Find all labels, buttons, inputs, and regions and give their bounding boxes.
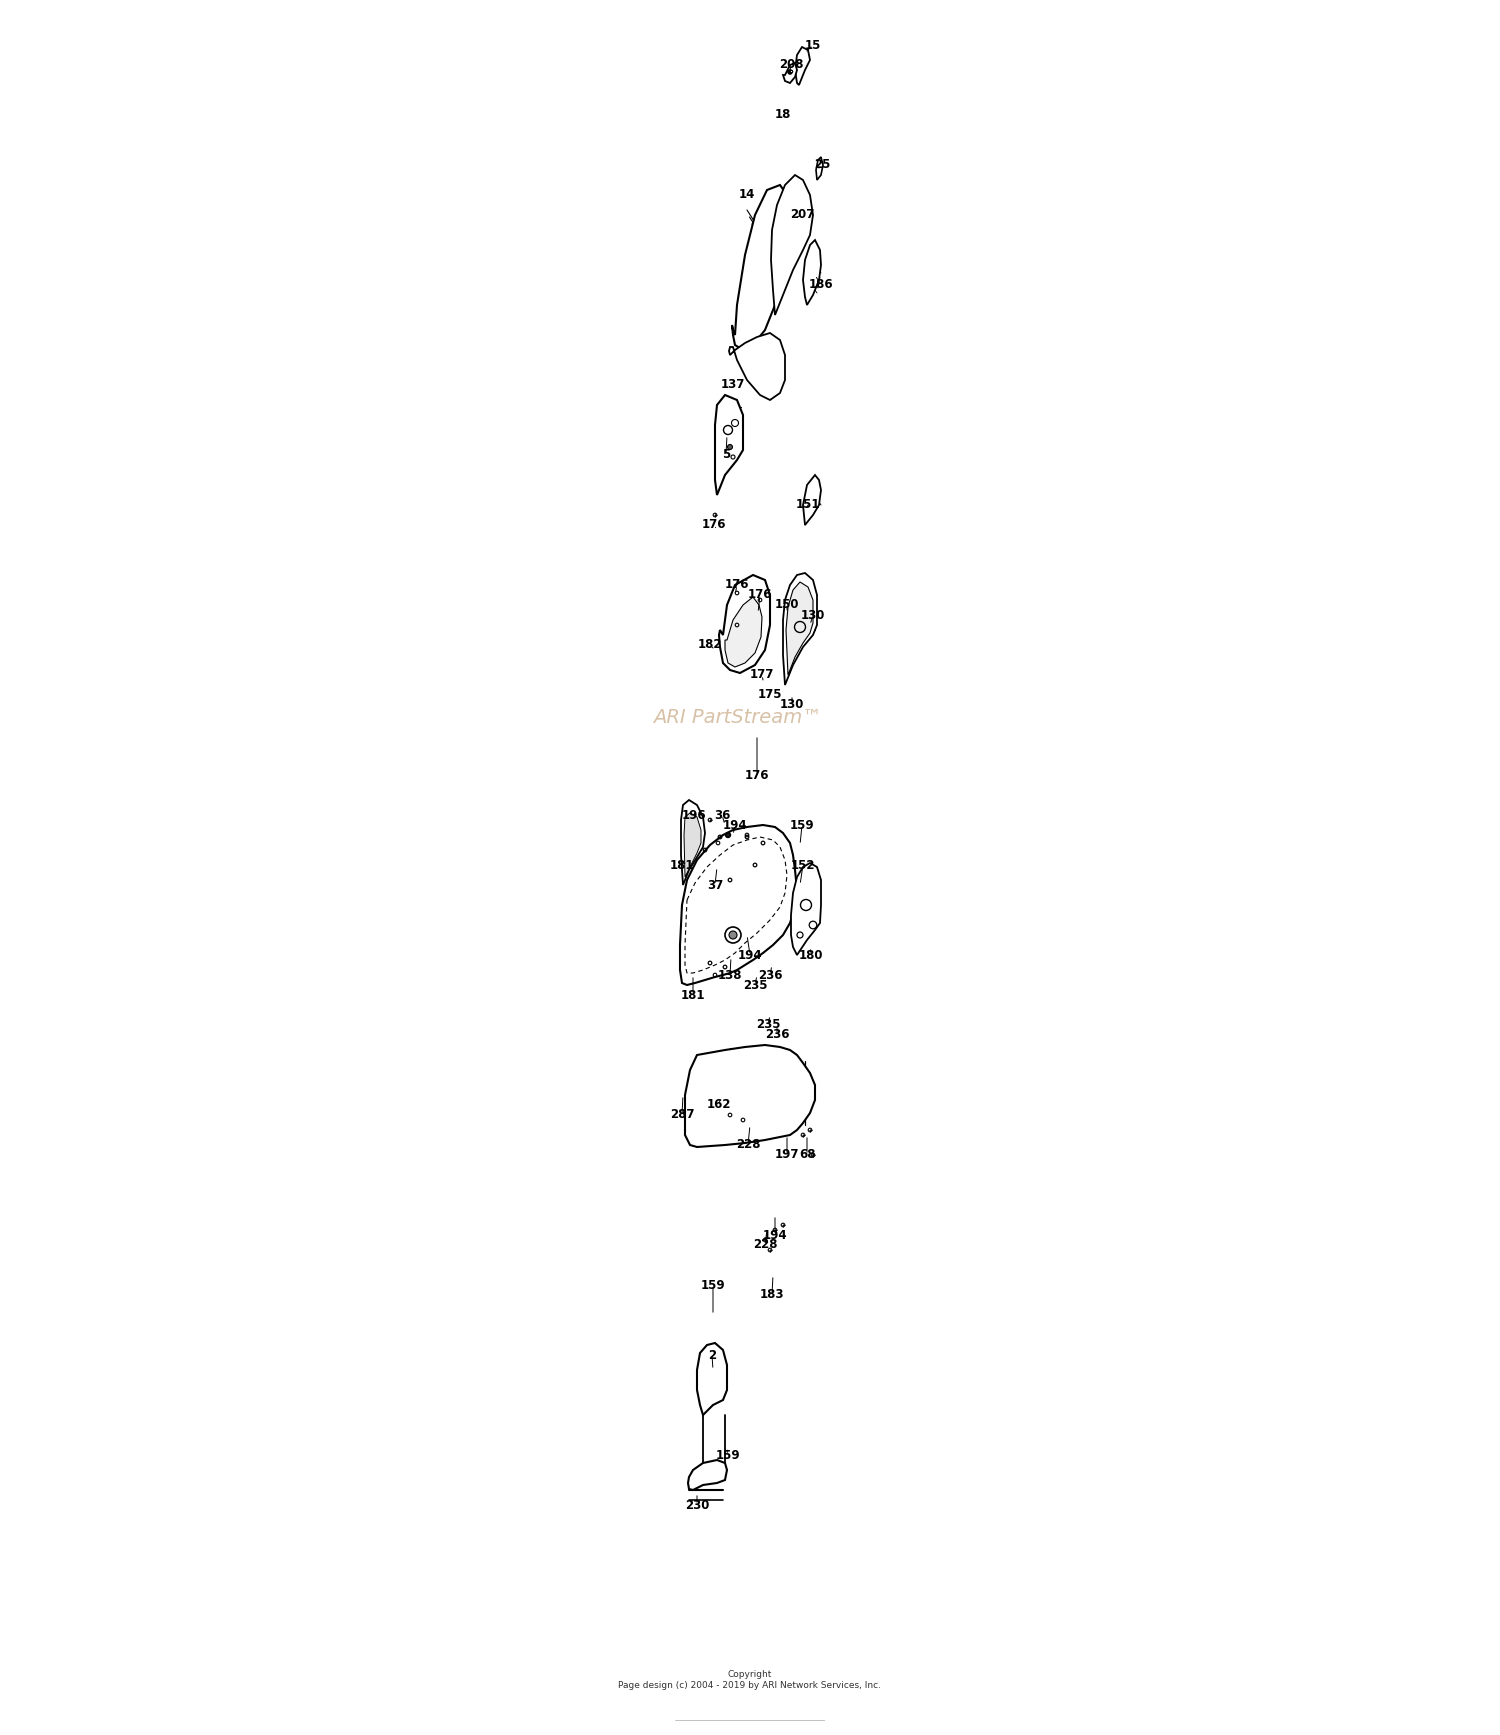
Text: 194: 194 <box>723 819 747 831</box>
Text: 159: 159 <box>789 819 814 831</box>
Polygon shape <box>732 186 790 350</box>
Text: 37: 37 <box>706 878 723 892</box>
Text: 18: 18 <box>776 109 790 121</box>
Text: 175: 175 <box>758 689 783 701</box>
Text: 235: 235 <box>742 979 766 991</box>
Text: 68: 68 <box>800 1149 816 1161</box>
Text: 182: 182 <box>698 638 723 652</box>
Polygon shape <box>716 396 742 494</box>
Polygon shape <box>802 475 820 526</box>
Text: 287: 287 <box>669 1109 694 1121</box>
Text: 196: 196 <box>681 809 706 821</box>
Text: 176: 176 <box>702 519 726 531</box>
Text: 228: 228 <box>735 1138 760 1152</box>
Text: 176: 176 <box>724 578 750 592</box>
Text: 230: 230 <box>686 1499 709 1511</box>
Text: 236: 236 <box>765 1029 789 1041</box>
Text: 15: 15 <box>806 38 820 52</box>
Polygon shape <box>724 597 762 666</box>
Text: 159: 159 <box>700 1279 726 1291</box>
Text: 2: 2 <box>708 1348 716 1362</box>
Text: 180: 180 <box>800 949 824 961</box>
Polygon shape <box>686 1044 814 1147</box>
Circle shape <box>726 833 730 838</box>
Text: 186: 186 <box>808 279 834 291</box>
Polygon shape <box>688 1459 728 1490</box>
Text: 137: 137 <box>722 378 746 392</box>
Text: 177: 177 <box>750 668 774 682</box>
Text: 150: 150 <box>776 599 800 611</box>
Polygon shape <box>786 581 813 675</box>
Polygon shape <box>681 800 705 885</box>
Polygon shape <box>680 826 796 985</box>
Text: 14: 14 <box>740 189 754 201</box>
Circle shape <box>790 71 792 73</box>
Text: 208: 208 <box>778 59 804 71</box>
Text: 151: 151 <box>796 498 820 512</box>
Text: 138: 138 <box>717 968 742 982</box>
Text: 36: 36 <box>714 809 730 821</box>
Circle shape <box>728 835 729 836</box>
Text: 181: 181 <box>681 989 705 1001</box>
Polygon shape <box>783 62 796 83</box>
Polygon shape <box>718 574 770 673</box>
Text: 176: 176 <box>747 588 772 602</box>
Text: 235: 235 <box>756 1018 780 1032</box>
Text: 162: 162 <box>706 1098 732 1112</box>
Text: 194: 194 <box>738 949 762 961</box>
Text: 5: 5 <box>722 449 730 462</box>
Text: 183: 183 <box>760 1289 784 1301</box>
Text: 181: 181 <box>669 859 694 871</box>
Text: 176: 176 <box>744 769 770 781</box>
Text: 25: 25 <box>815 158 830 172</box>
Text: 130: 130 <box>780 699 804 711</box>
Polygon shape <box>698 1343 728 1416</box>
Text: 207: 207 <box>790 208 814 222</box>
Text: 159: 159 <box>716 1449 741 1461</box>
Polygon shape <box>802 239 820 305</box>
Text: 130: 130 <box>801 609 825 621</box>
Circle shape <box>728 444 732 449</box>
Polygon shape <box>790 862 820 954</box>
Text: 228: 228 <box>753 1239 777 1251</box>
Polygon shape <box>795 47 810 85</box>
Polygon shape <box>783 573 818 685</box>
Text: 194: 194 <box>762 1228 788 1242</box>
Circle shape <box>788 69 792 75</box>
Text: Copyright
Page design (c) 2004 - 2019 by ARI Network Services, Inc.: Copyright Page design (c) 2004 - 2019 by… <box>618 1671 882 1690</box>
Polygon shape <box>684 814 700 876</box>
Polygon shape <box>729 333 784 401</box>
Text: 152: 152 <box>790 859 816 871</box>
Text: 197: 197 <box>776 1149 800 1161</box>
Polygon shape <box>816 156 824 180</box>
Text: 236: 236 <box>758 968 783 982</box>
Text: ARI PartStream™: ARI PartStream™ <box>652 708 822 727</box>
Circle shape <box>729 932 736 939</box>
Polygon shape <box>771 175 813 316</box>
